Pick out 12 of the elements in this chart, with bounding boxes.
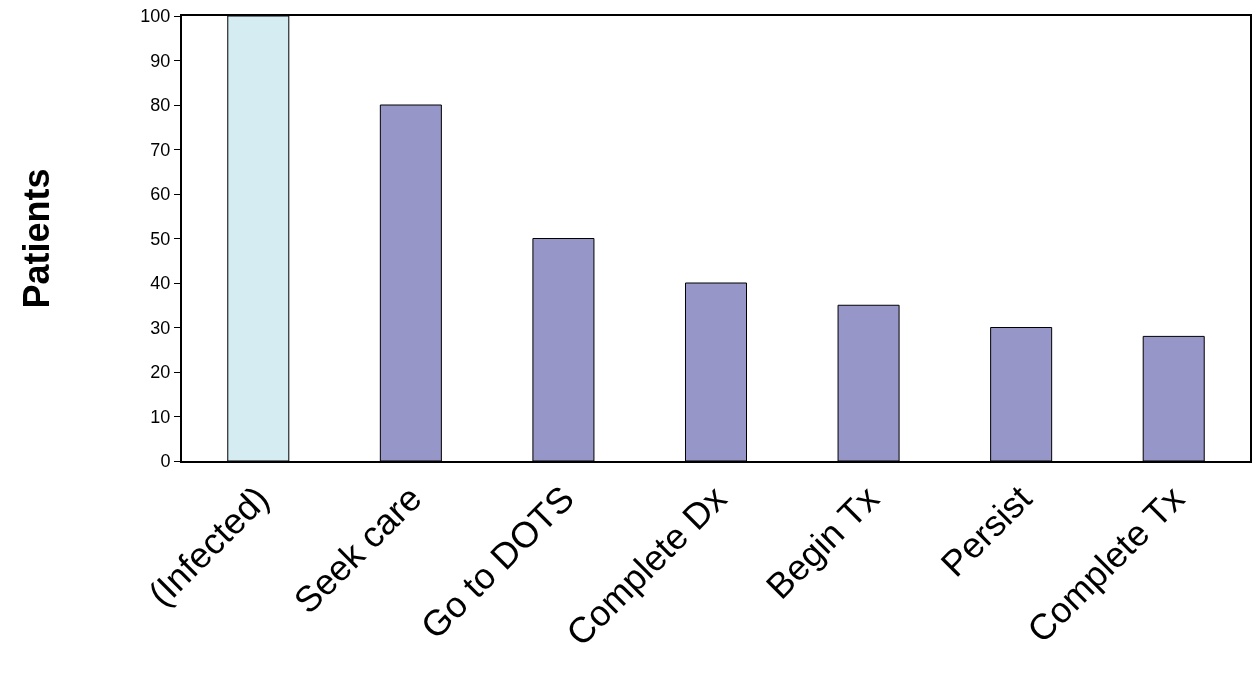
y-tick-label: 40: [150, 273, 171, 294]
y-tick-label: 30: [150, 317, 171, 338]
y-axis-title: Patients: [15, 168, 57, 309]
y-tick-label: 80: [150, 95, 171, 116]
y-tick-label: 10: [150, 406, 171, 427]
y-tick-label: 60: [150, 184, 171, 205]
y-tick-label: 70: [150, 139, 171, 160]
y-tick-label: 50: [150, 228, 171, 249]
y-tick-label: 20: [150, 362, 171, 383]
y-tick-label: 100: [140, 6, 171, 27]
y-tick-label: 0: [160, 451, 171, 472]
y-tick-label: 90: [150, 50, 171, 71]
